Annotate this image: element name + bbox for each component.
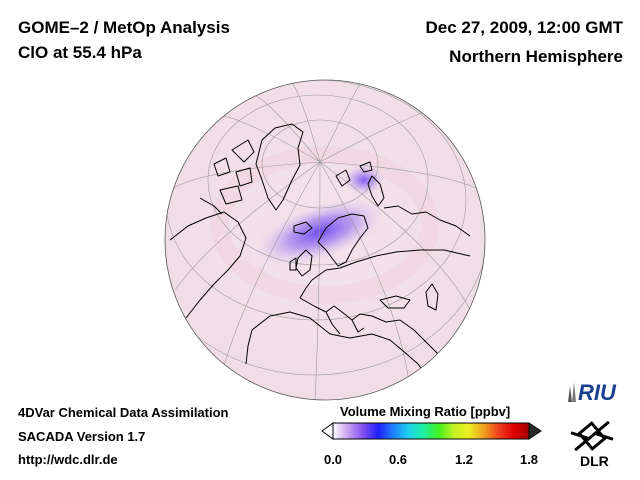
- europe-coast: [311, 249, 471, 281]
- north-america-coast: [169, 211, 247, 319]
- version-label: SACADA Version 1.7: [18, 429, 146, 444]
- black-sea: [379, 295, 411, 309]
- clo-enhancement-barents: [342, 164, 386, 196]
- colorbar-tick: 1.2: [454, 452, 474, 467]
- colorbar-tick: 0.0: [323, 452, 343, 467]
- colorbar-gradient: [332, 422, 530, 440]
- colorbar-tick: 1.8: [519, 452, 539, 467]
- colorbar-title: Volume Mixing Ratio [ppbv]: [340, 404, 511, 419]
- dlr-logo: DLR: [570, 420, 614, 469]
- africa-coast: [251, 311, 431, 381]
- graticule: [165, 80, 485, 400]
- colorbar: [321, 422, 542, 440]
- dlr-logo-text: DLR: [580, 453, 609, 469]
- greenland-coast: [255, 123, 304, 211]
- datetime-label: Dec 27, 2009, 12:00 GMT: [425, 18, 623, 37]
- system-label: 4DVar Chemical Data Assimilation: [18, 405, 229, 420]
- globe-outline: [164, 79, 486, 401]
- caspian-sea: [425, 283, 439, 311]
- british-isles-coast: [289, 249, 313, 277]
- website-link[interactable]: http://wdc.dlr.de: [18, 452, 118, 467]
- riu-logo: RIU: [568, 380, 617, 405]
- siberia-coast: [383, 205, 471, 237]
- iceland-coast: [293, 221, 313, 235]
- region-label: Northern Hemisphere: [449, 47, 623, 66]
- colorbar-min-arrow: [321, 422, 334, 440]
- riu-logo-text: RIU: [578, 380, 617, 405]
- scandinavia-coast: [317, 213, 369, 267]
- clo-enhancement-scandinavia: [252, 197, 388, 267]
- map-title: GOME–2 / MetOp Analysis: [18, 18, 230, 37]
- colorbar-max-arrow: [528, 422, 542, 440]
- species-level-label: ClO at 55.4 hPa: [18, 43, 142, 62]
- colorbar-tick: 0.6: [388, 452, 408, 467]
